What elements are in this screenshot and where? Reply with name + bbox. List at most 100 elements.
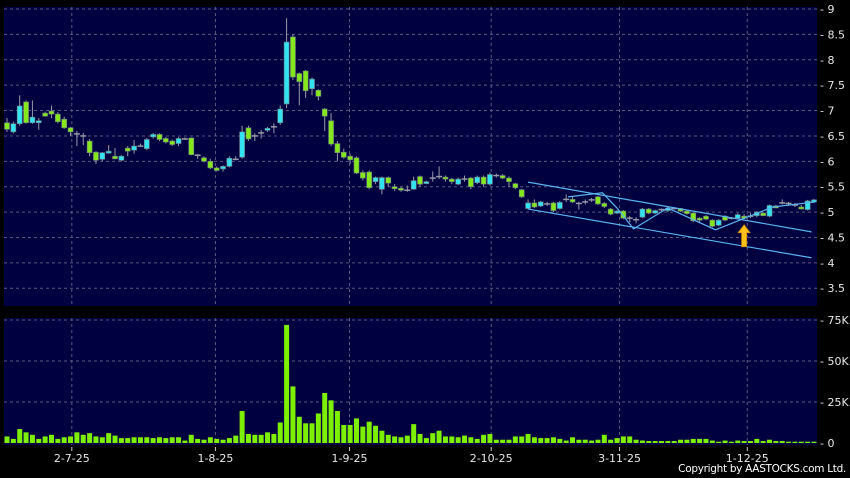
volume-bar [48,434,54,443]
candle [385,176,392,187]
volume-bar [531,437,537,443]
volume-bar [284,324,290,443]
x-tick-label: 2-7-25 [54,452,90,465]
price-tick-label: - 4.5 [820,231,845,244]
volume-bar [728,441,734,443]
candle-body [29,116,36,124]
x-tick-label: 1-9-25 [332,452,368,465]
candle [35,118,42,130]
trendline-channel-upper [527,181,812,233]
candle-body [207,161,214,169]
volume-bar [760,441,766,443]
volume-bar [245,433,251,443]
candle [601,201,608,209]
volume-bar [684,439,690,443]
volume-bar [493,439,499,443]
candle [684,210,690,215]
candle [29,100,36,124]
candle [112,148,118,160]
volume-bar [366,421,372,443]
candle-body [449,178,455,182]
volume-bar [430,433,436,443]
price-tick-label: - 7.5 [820,79,845,92]
candle-body [143,139,150,149]
candle [429,171,436,182]
volume-bar [633,439,639,443]
volume-bar [570,437,576,443]
volume-bar [525,433,531,443]
volume-bar [322,392,328,443]
candle [531,199,538,209]
up-arrow-shape [737,224,751,248]
candle-body [321,108,328,117]
candle-body [213,167,220,171]
volume-bar [595,439,601,443]
volume-bar [487,433,493,443]
volume-bar [220,439,226,443]
volume-bar [658,441,664,443]
candle [436,166,443,180]
price-tick-label: - 5 [820,206,834,219]
candle-body [328,120,334,145]
candle [347,153,353,164]
candle-body [798,206,805,210]
candle-body [334,143,341,153]
candle [760,212,766,217]
volume-bar [786,441,792,443]
candle [506,176,512,187]
candle-body [569,199,576,203]
volume-bar [455,437,461,443]
volume-bar [137,437,143,443]
volume-bar [792,441,798,443]
candle [595,195,601,205]
candle-body [480,176,487,185]
candlesticks [4,18,817,228]
candle-body [118,155,125,161]
volume-bar [703,438,709,443]
volume-bar [42,436,48,443]
candle [575,201,582,210]
volume-bar [544,438,550,443]
candle [213,166,220,172]
candle [226,156,233,168]
volume-bar [29,434,35,443]
candle-body [169,140,176,145]
volume-bar [652,441,658,443]
volume-bar [55,438,61,443]
candle-body [112,155,118,160]
volume-bar [93,436,99,443]
volume-bar [411,424,417,443]
volume-bar [163,438,169,443]
volume-bars [4,324,817,443]
x-tick-label: 1-12-25 [726,452,769,465]
candle [61,116,67,129]
copyright-text: Copyright by AASTOCKS.com Ltd. [678,463,846,475]
candle [525,199,531,210]
candle-body [315,89,322,97]
candle [480,175,487,187]
candle-body [487,174,493,185]
volume-bar [735,440,741,443]
candle [455,177,461,186]
candle-body [690,212,697,222]
candle-body [455,178,461,185]
volume-bar [328,400,334,443]
candle [143,137,150,151]
candle-body [531,202,538,208]
candle [55,112,61,124]
candle-body [290,36,296,78]
candle-body [86,140,93,153]
candle-body [417,176,423,185]
candle-body [23,101,29,124]
candle-body [302,70,309,92]
candle [270,123,277,134]
volume-bar [747,441,753,443]
candle-body [518,189,525,198]
candle-body [410,180,417,190]
volume-bar [379,430,385,443]
volume-bar [582,439,588,443]
volume-bar [226,438,232,443]
trendline-channel-lower [527,208,812,259]
volume-bar [315,413,321,443]
candle-body [347,155,353,161]
